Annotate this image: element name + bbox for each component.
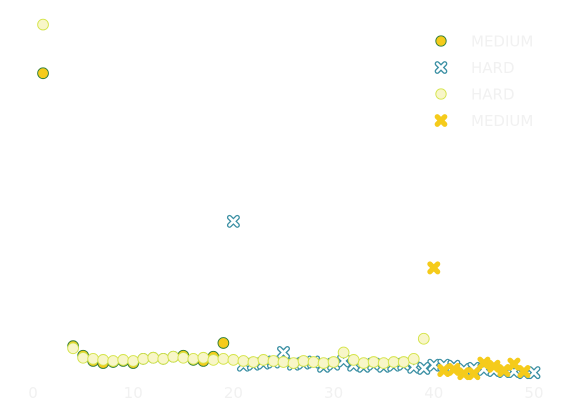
x-tick-label: 50 bbox=[524, 384, 543, 402]
series-4-point-1 bbox=[427, 261, 441, 275]
series-3-point-22 bbox=[267, 355, 280, 367]
series-4-point-3 bbox=[447, 362, 461, 376]
series-4-point-8 bbox=[497, 363, 511, 377]
series-3-point-12 bbox=[167, 350, 180, 363]
series-4-point-10 bbox=[517, 365, 531, 379]
series-3-point-11 bbox=[157, 352, 170, 365]
series-3-point-33 bbox=[377, 357, 390, 369]
series-3-point-7 bbox=[117, 354, 130, 366]
series-3-point-8 bbox=[127, 355, 140, 367]
series-3-point-20 bbox=[247, 356, 260, 368]
x-tick-label: 10 bbox=[124, 384, 143, 402]
series-3-point-14 bbox=[187, 352, 200, 365]
series-3-point-16 bbox=[207, 354, 220, 366]
series-3-point-2 bbox=[67, 342, 79, 355]
x-tick-label: 20 bbox=[224, 384, 243, 402]
legend-marker-4 bbox=[434, 114, 448, 127]
series-2-point-21 bbox=[427, 358, 441, 372]
series-4-point-9 bbox=[507, 357, 521, 371]
series-1-point-17 bbox=[217, 337, 230, 349]
legend-label-1: MEDIUM bbox=[471, 33, 533, 51]
legend-marker-2 bbox=[434, 61, 448, 74]
series-3-point-13 bbox=[177, 351, 190, 364]
series-2-point-20 bbox=[417, 361, 431, 375]
series-3-point-6 bbox=[107, 355, 120, 367]
series-3-point-30 bbox=[347, 354, 360, 366]
series-3-point-21 bbox=[257, 354, 270, 366]
legend-label-4: MEDIUM bbox=[471, 112, 533, 130]
series-3-point-32 bbox=[367, 356, 380, 368]
series-3-point-27 bbox=[317, 357, 330, 369]
series-3-point-19 bbox=[237, 355, 250, 367]
series-3-point-5 bbox=[97, 354, 110, 366]
series-2-point-19 bbox=[407, 360, 421, 374]
x-tick-label: 40 bbox=[424, 384, 443, 402]
series-3-point-34 bbox=[387, 356, 400, 368]
series-2-point-6 bbox=[277, 346, 290, 359]
series-3-point-17 bbox=[217, 352, 230, 365]
legend: MEDIUM HARD HARD MEDIUM bbox=[434, 33, 533, 130]
series-1 bbox=[37, 67, 230, 369]
series-3-point-36 bbox=[407, 352, 420, 365]
legend-label-2: HARD bbox=[471, 59, 515, 77]
series-3-point-35 bbox=[397, 356, 410, 368]
series-2-point-31 bbox=[527, 366, 541, 380]
series-3-point-23 bbox=[277, 356, 290, 368]
series-3-point-25 bbox=[297, 355, 310, 367]
series-2-point-12 bbox=[337, 354, 351, 368]
series-4-point-7 bbox=[487, 359, 501, 373]
series-4-point-5 bbox=[467, 367, 481, 381]
series-2 bbox=[226, 214, 541, 380]
series-3-point-31 bbox=[357, 357, 370, 369]
series-2-point-1 bbox=[226, 214, 240, 228]
legend-item-3: HARD bbox=[435, 86, 515, 104]
series-3-point-3 bbox=[77, 351, 89, 364]
series-4-point-2 bbox=[437, 363, 451, 377]
series-3-point-28 bbox=[327, 356, 340, 368]
legend-marker-3 bbox=[435, 88, 447, 100]
legend-item-2: HARD bbox=[434, 59, 515, 77]
series-3-point-18 bbox=[227, 354, 240, 366]
series-3-point-29 bbox=[337, 346, 350, 359]
x-axis: 0 10 20 30 40 50 bbox=[28, 384, 543, 402]
series-3-point-24 bbox=[287, 357, 300, 369]
series-3-point-15 bbox=[197, 351, 210, 364]
series-1-point-1 bbox=[37, 67, 49, 80]
series-4 bbox=[427, 261, 531, 381]
x-tick-label: 30 bbox=[324, 384, 343, 402]
legend-item-1: MEDIUM bbox=[435, 33, 533, 51]
series-3-point-26 bbox=[307, 356, 320, 368]
series-3-point-1 bbox=[37, 18, 49, 31]
series-3-point-37 bbox=[417, 332, 430, 345]
series-3-point-10 bbox=[147, 351, 160, 364]
series-3-point-9 bbox=[137, 352, 150, 365]
data-marks bbox=[37, 18, 541, 381]
series-3 bbox=[37, 18, 430, 369]
series-3-point-4 bbox=[87, 352, 99, 365]
legend-label-3: HARD bbox=[471, 86, 515, 104]
legend-marker-1 bbox=[435, 35, 447, 47]
x-tick-label: 0 bbox=[28, 384, 38, 402]
series-4-point-4 bbox=[457, 367, 471, 381]
legend-item-4: MEDIUM bbox=[434, 112, 533, 130]
series-4-point-6 bbox=[477, 356, 491, 370]
